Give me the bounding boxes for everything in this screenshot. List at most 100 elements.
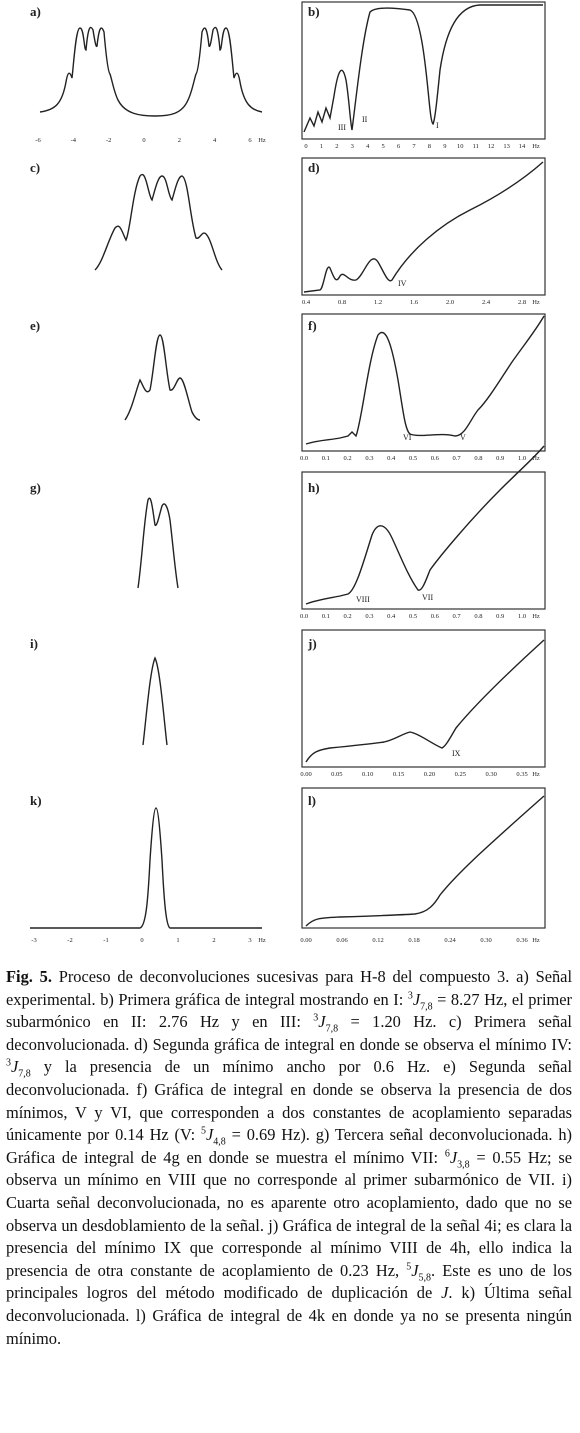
x-tick-label: 3 [248,937,251,944]
integral-curve [303,161,544,293]
x-tick-label: 11 [473,143,479,150]
caption-text: Proceso de deconvoluciones sucesivas par… [6,967,573,1009]
x-tick-label: 13 [503,143,510,150]
x-tick-label: 0.1 [322,613,330,620]
x-tick-label: 1.0 [518,613,526,620]
panel-label: a) [30,4,41,19]
plot-frame [301,313,546,452]
x-tick-label: 0.25 [455,771,466,778]
x-tick-label: 0.6 [431,613,440,620]
x-tick-label: 0 [140,937,143,944]
caption-label: Fig. 5. [6,967,52,986]
caption-text: = 0.69 Hz). g) Tercera señal deconvoluci… [6,1125,572,1167]
x-tick-label: 0.30 [485,771,496,778]
integral-curve [305,795,545,927]
x-tick-label: 0.8 [474,455,482,462]
x-tick-label: 0.7 [453,455,462,462]
caption-text: 7,8 [420,1000,433,1012]
caption-text: y la presencia de un mínimo ancho por 0.… [6,1057,572,1145]
caption-text: J [206,1125,214,1145]
x-tick-label: 0.20 [424,771,435,778]
annotation: VIII [356,595,370,604]
caption-text: = 0.55 Hz; se observa un mínimo en VIII … [6,1147,572,1280]
spectrum-curve [30,807,262,929]
caption-text: J [412,989,421,1009]
plot-frame [301,629,546,768]
x-axis: -6 -4 -2 0 2 4 6 Hz [35,137,266,144]
x-tick-label: 2 [212,937,215,944]
panel-label: b) [308,4,320,19]
x-tick-label: 0 [304,143,307,150]
x-tick-label: 1.0 [518,455,526,462]
axis-unit: Hz [532,771,540,778]
plot-frame [301,787,546,929]
x-tick-label: 12 [488,143,495,150]
caption-text: . Este es uno de los principales logros … [6,1260,572,1303]
x-tick-label: 0.06 [336,937,348,944]
x-tick-label: 0.10 [362,771,373,778]
x-tick-label: 0.4 [387,455,396,462]
annotation: V [460,433,466,442]
x-tick-label: -3 [31,937,36,944]
x-tick-label: 0.6 [431,455,440,462]
x-tick-label: 1.6 [410,299,419,306]
x-tick-label: 0.5 [409,613,417,620]
x-tick-label: 0.1 [322,455,330,462]
axis-unit: Hz [258,137,266,144]
x-tick-label: 0.3 [365,613,373,620]
caption-text: 4,8 [213,1136,226,1148]
x-tick-label: -1 [103,937,108,944]
caption-text: J [441,1283,449,1303]
x-tick-label: 4 [366,143,370,150]
integral-curve [303,4,543,133]
axis-unit: Hz [532,299,540,306]
panel-label: j) [307,636,317,651]
x-tick-label: 10 [457,143,464,150]
x-tick-label: 6 [248,137,252,144]
x-tick-label: 8 [428,143,431,150]
caption-text: 7,8 [18,1068,31,1080]
caption-text: 6 [444,1148,450,1160]
panel-label: h) [308,480,320,495]
integral-curve [305,639,545,763]
caption-text: J [449,1147,458,1167]
panel-label: l) [308,793,316,808]
caption-text: 3 [407,990,413,1002]
x-tick-label: 0.9 [496,455,504,462]
x-tick-label: -6 [35,137,41,144]
x-axis: 0.0 0.1 0.2 0.3 0.4 0.5 0.6 0.7 0.8 0.9 1.0 Hz [300,613,540,620]
x-tick-label: -2 [106,137,111,144]
x-tick-label: 0 [142,137,145,144]
x-tick-label: 0.00 [300,937,311,944]
x-tick-label: 0.36 [516,937,528,944]
caption-text: = 1.20 Hz. c) Primera señal deconvolucio… [6,1012,572,1054]
x-tick-label: 2.0 [446,299,454,306]
x-axis: -3 -2 -1 0 1 2 3 Hz [31,937,266,944]
plot-frame [301,471,546,610]
x-tick-label: 0.8 [338,299,346,306]
x-tick-label: -2 [67,937,72,944]
x-tick-label: -4 [71,137,77,144]
caption-text: 3 [313,1012,319,1024]
x-tick-label: 1 [320,143,323,150]
x-tick-label: 9 [443,143,446,150]
axis-unit: Hz [258,937,266,944]
annotation: I [436,121,439,130]
caption-text: = 8.27 Hz, el primer subarmónico en II: … [6,989,572,1032]
integral-curve [305,315,545,445]
panel-label: k) [30,793,42,808]
caption-text: 7,8 [325,1023,339,1035]
axis-unit: Hz [532,613,540,620]
axis-unit: Hz [532,937,540,944]
x-tick-label: 14 [519,143,526,150]
x-tick-label: 0.2 [344,455,352,462]
x-tick-label: 2.4 [482,299,491,306]
figure-caption: Fig. 5. Proceso de deconvoluciones suces… [6,966,572,1350]
x-tick-label: 4 [213,137,217,144]
x-axis: 0.0 0.1 0.2 0.3 0.4 0.5 0.6 0.7 0.8 0.9 1.0 Hz [300,455,540,462]
x-tick-label: 0.18 [408,937,419,944]
spectrum-curve [137,497,179,589]
x-tick-label: 0.15 [393,771,404,778]
x-tick-label: 0.2 [344,613,352,620]
x-tick-label: 0.4 [302,299,311,306]
